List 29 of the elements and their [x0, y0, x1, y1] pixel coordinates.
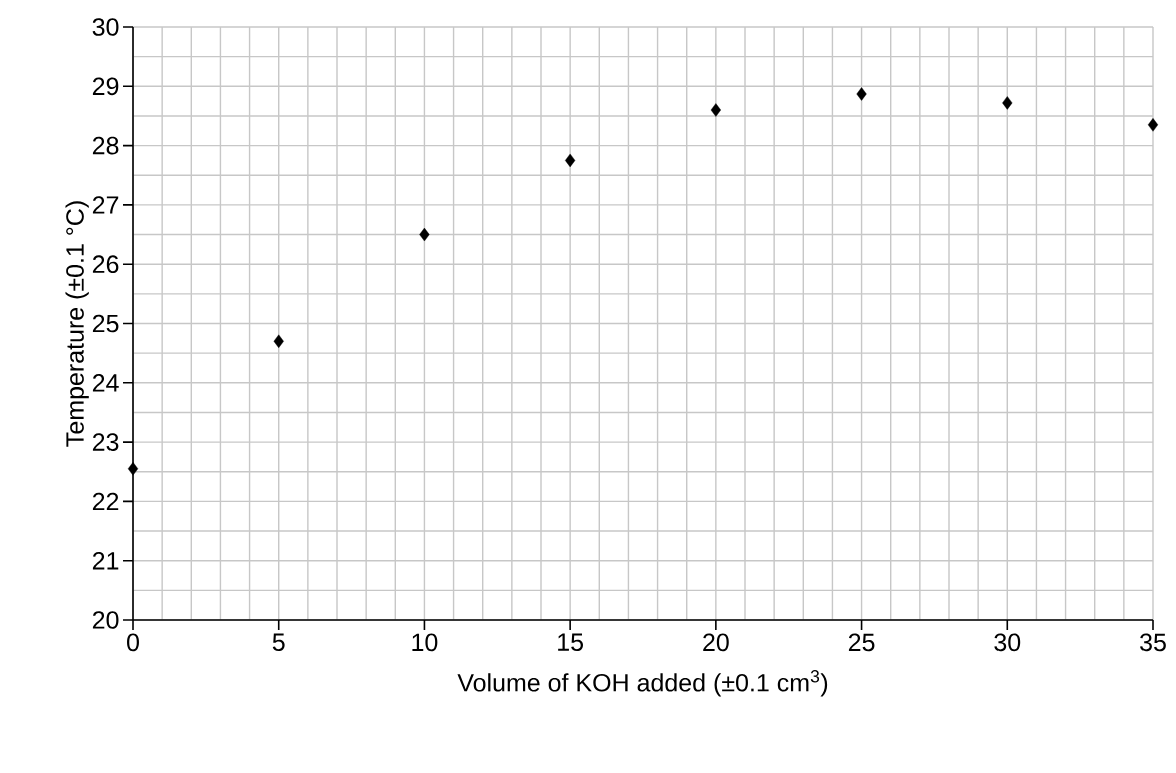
y-tick-label: 29 [92, 77, 119, 96]
x-axis-title: Volume of KOH added (±0.1 cm$^{3}$) [457, 670, 828, 697]
y-tick-label: 23 [92, 433, 119, 451]
point [127, 462, 139, 476]
y-tick-label: 30 [92, 18, 119, 36]
y-tick-label: 28 [92, 136, 119, 155]
point [1147, 118, 1159, 132]
point [419, 227, 430, 242]
x-tick-label: 30 [994, 633, 1021, 652]
x-tick-label: 35 [1140, 633, 1166, 652]
x-tick-label: 15 [558, 633, 583, 651]
point [565, 153, 576, 168]
x-tick-label: 5 [272, 633, 285, 651]
y-tick-label: 21 [92, 551, 119, 570]
point [856, 87, 867, 101]
y-tick-label: 27 [92, 196, 119, 214]
x-tick-label: 20 [703, 633, 729, 652]
y-tick-label: 26 [92, 255, 119, 274]
x-tick-label: 25 [848, 633, 875, 652]
y-axis-title: Temperature (±0.1 °C) [65, 201, 89, 447]
x-tick-label: 0 [127, 633, 139, 652]
y-tick-label: 25 [92, 314, 119, 333]
y-tick-label: 20 [92, 611, 119, 629]
y-tick-label: 22 [92, 492, 119, 511]
y-tick-label: 24 [92, 374, 119, 392]
point [273, 334, 284, 348]
x-tick-label: 10 [412, 633, 438, 652]
point [710, 103, 721, 117]
point [1002, 96, 1013, 110]
